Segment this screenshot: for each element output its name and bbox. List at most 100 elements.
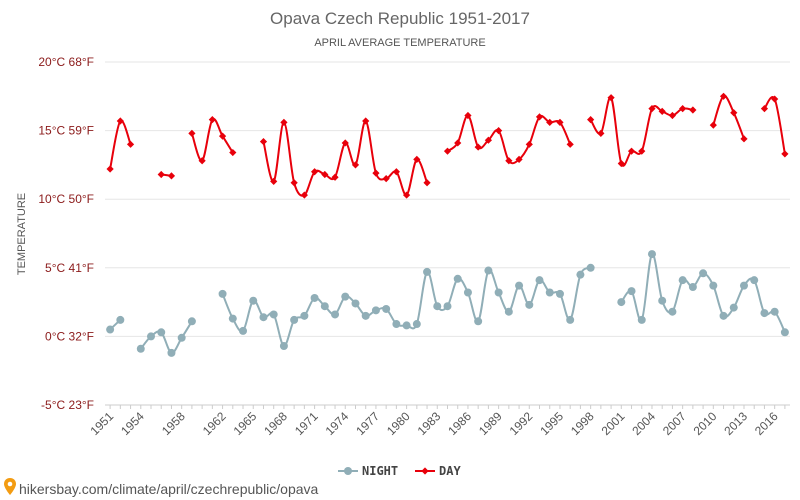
day-point[interactable] [270,177,278,185]
night-point[interactable] [187,317,196,326]
night-point[interactable] [320,302,329,311]
night-point[interactable] [218,289,227,298]
day-point[interactable] [505,157,513,165]
night-point[interactable] [443,302,452,311]
day-point[interactable] [362,117,370,125]
day-point[interactable] [771,95,779,103]
night-point[interactable] [494,288,503,297]
night-point[interactable] [290,315,299,324]
night-point[interactable] [637,315,646,324]
day-point[interactable] [709,121,717,129]
day-point[interactable] [760,105,769,113]
night-point[interactable] [412,320,421,329]
day-point[interactable] [280,118,288,126]
day-point[interactable] [188,129,196,137]
day-point[interactable] [740,135,748,143]
night-point[interactable] [555,289,564,298]
night-point[interactable] [433,302,442,311]
day-point[interactable] [484,136,492,144]
day-point[interactable] [597,129,605,137]
night-point[interactable] [750,276,759,285]
night-point[interactable] [576,270,585,279]
legend-item-night[interactable]: NIGHT [338,464,398,478]
day-point[interactable] [126,140,135,148]
day-point[interactable] [331,173,339,181]
night-point[interactable] [147,332,156,341]
night-point[interactable] [719,311,728,320]
night-point[interactable] [106,325,115,334]
day-point[interactable] [617,159,625,168]
day-point[interactable] [556,118,564,126]
day-point[interactable] [525,140,533,148]
day-point[interactable] [679,105,687,113]
night-point[interactable] [371,306,380,315]
night-point[interactable] [699,269,708,278]
footer[interactable]: hikersbay.com/climate/april/czechrepubli… [4,478,319,497]
day-point[interactable] [638,147,646,155]
day-point[interactable] [392,168,400,176]
night-point[interactable] [709,281,718,290]
night-point[interactable] [259,313,268,322]
night-point[interactable] [688,283,697,292]
day-point[interactable] [259,137,268,146]
day-point[interactable] [689,106,697,114]
night-point[interactable] [310,293,319,302]
night-point[interactable] [566,315,575,324]
night-point[interactable] [586,263,595,272]
day-point[interactable] [607,94,615,102]
night-point[interactable] [658,296,667,305]
day-point[interactable] [106,165,114,173]
day-point[interactable] [658,107,666,115]
night-point[interactable] [525,300,534,309]
night-point[interactable] [361,311,370,320]
night-point[interactable] [760,309,769,318]
day-point[interactable] [116,117,124,125]
day-point[interactable] [464,111,472,120]
day-point[interactable] [587,116,595,124]
day-point[interactable] [535,113,544,121]
day-point[interactable] [321,170,329,179]
night-point[interactable] [269,310,278,319]
night-point[interactable] [279,342,288,351]
day-point[interactable] [300,191,308,199]
night-point[interactable] [453,274,462,283]
night-point[interactable] [515,281,524,290]
night-point[interactable] [678,276,687,285]
footer-link[interactable]: hikersbay.com/climate/april/czechrepubli… [19,481,319,497]
night-point[interactable] [668,307,677,316]
day-point[interactable] [515,155,523,164]
night-point[interactable] [239,326,248,335]
day-point[interactable] [627,147,636,155]
night-point[interactable] [739,281,748,290]
night-point[interactable] [535,276,544,285]
day-point[interactable] [413,155,421,164]
day-point[interactable] [229,148,237,157]
night-point[interactable] [300,311,309,320]
day-point[interactable] [341,139,349,147]
night-point[interactable] [341,292,350,301]
day-point[interactable] [423,179,431,187]
day-point[interactable] [351,161,360,169]
day-point[interactable] [474,143,482,151]
day-point[interactable] [218,132,227,140]
night-point[interactable] [392,320,401,329]
night-point[interactable] [116,315,125,324]
day-point[interactable] [566,140,574,148]
night-point[interactable] [382,304,391,313]
night-point[interactable] [249,296,258,305]
day-point[interactable] [167,172,176,180]
day-point[interactable] [443,147,452,155]
night-point[interactable] [627,287,636,296]
night-point[interactable] [423,267,432,276]
night-point[interactable] [331,310,340,319]
night-point[interactable] [228,314,237,323]
day-point[interactable] [198,157,206,165]
legend[interactable]: NIGHT DAY [338,464,461,478]
night-point[interactable] [136,344,145,353]
day-point[interactable] [719,92,728,100]
night-point[interactable] [545,288,554,297]
day-point[interactable] [730,109,738,117]
day-point[interactable] [546,118,554,126]
night-point[interactable] [484,266,493,275]
night-point[interactable] [617,298,626,307]
